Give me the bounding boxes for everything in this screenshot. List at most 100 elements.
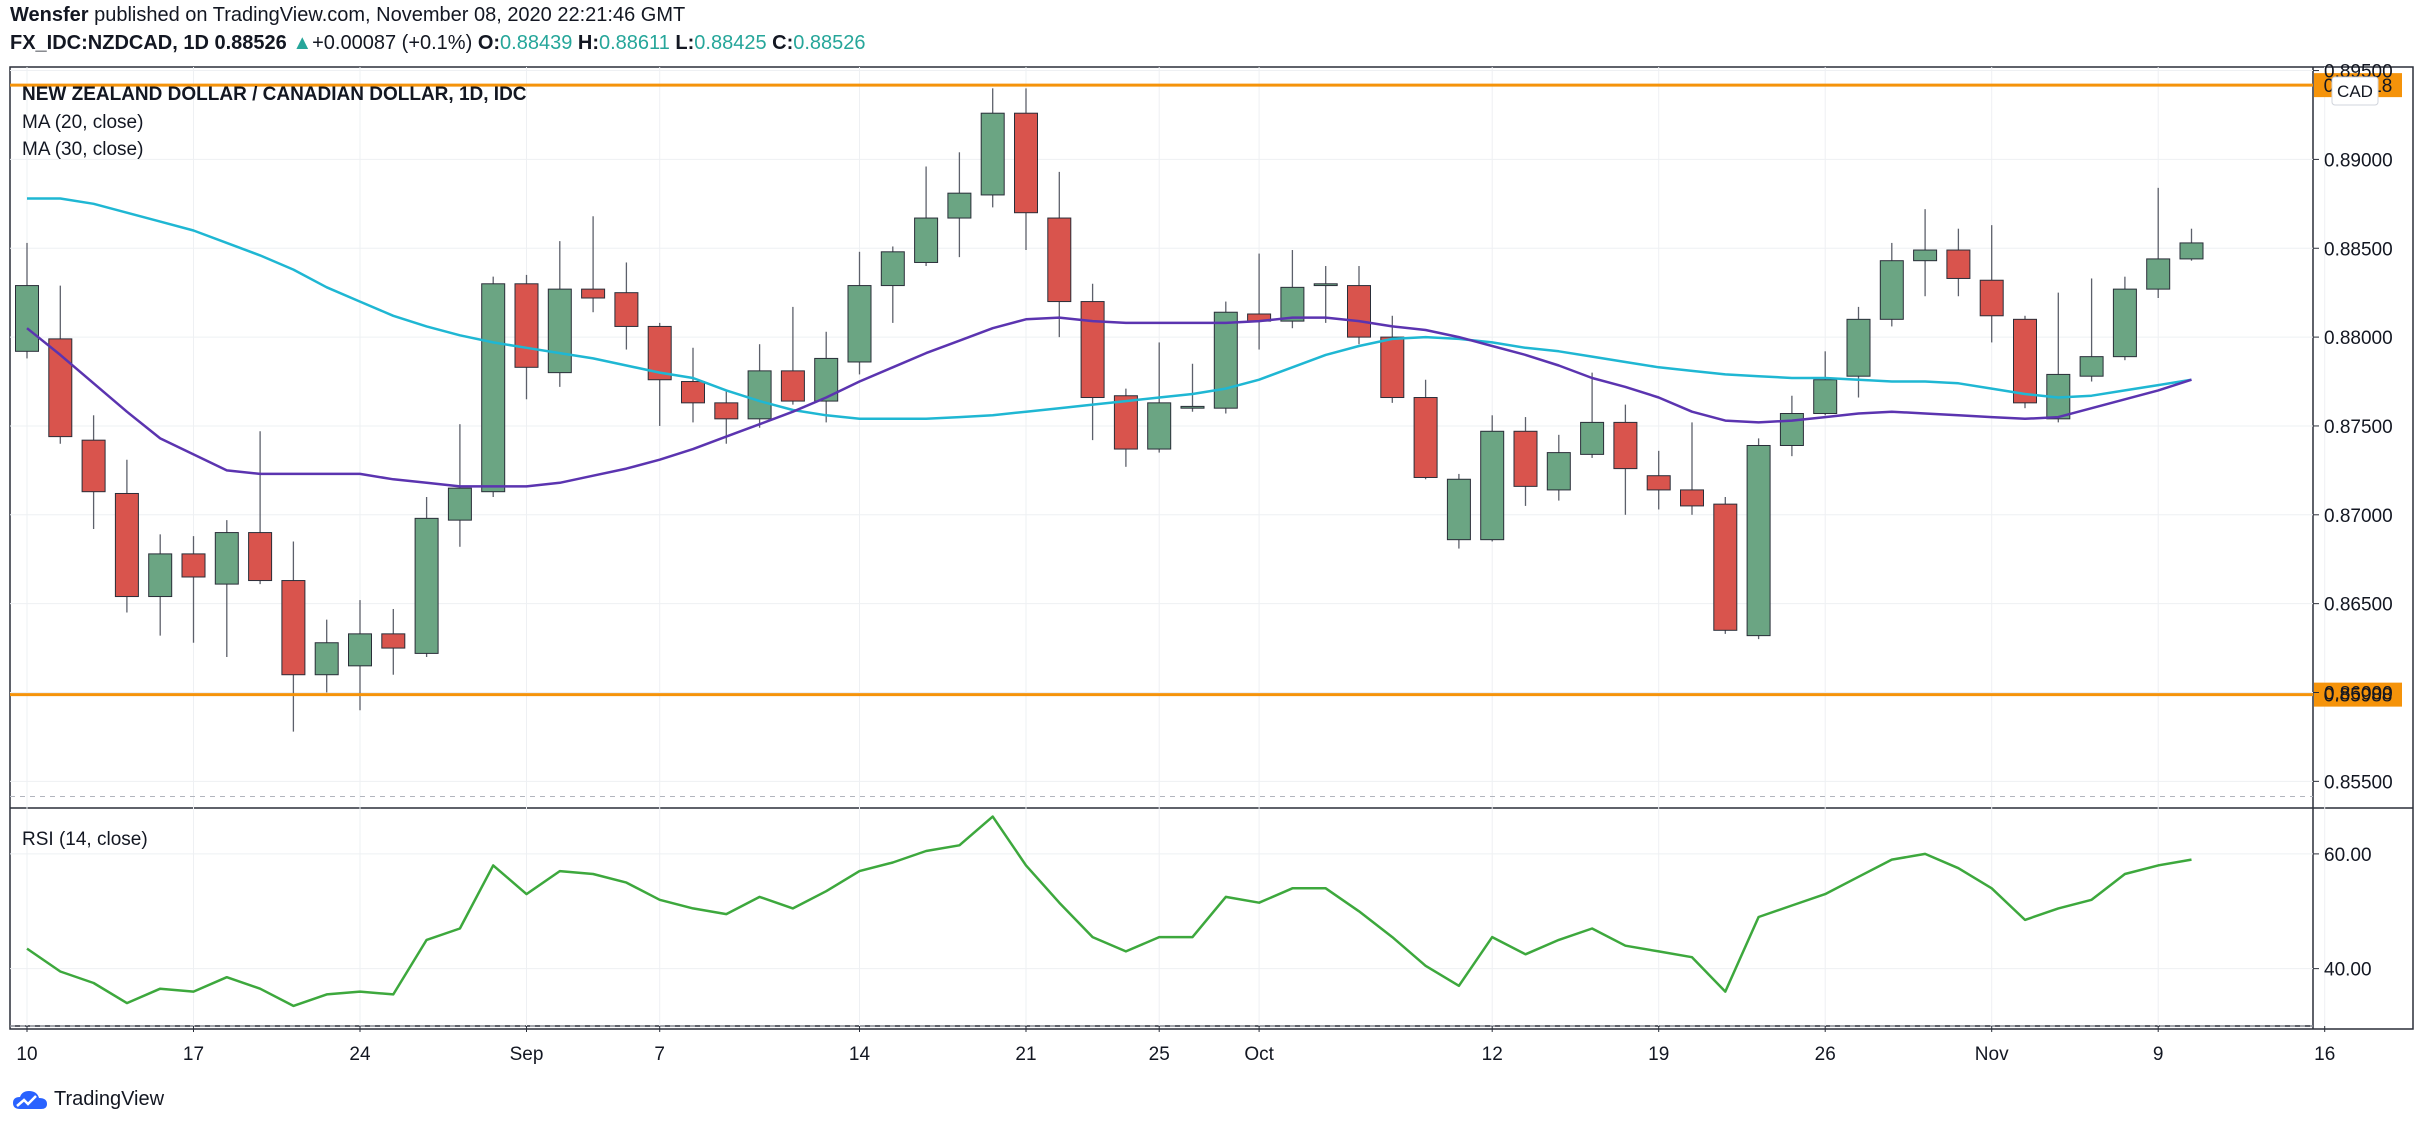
time-tick-label[interactable]: 24 bbox=[349, 1044, 371, 1065]
candle-up[interactable] bbox=[1813, 379, 1838, 415]
candle-up[interactable] bbox=[814, 357, 839, 402]
candle-down[interactable] bbox=[2013, 318, 2037, 404]
candle-up[interactable] bbox=[15, 285, 39, 352]
horizontal-levels[interactable]: 0.894180.85988 bbox=[10, 73, 2402, 707]
candle-up[interactable] bbox=[747, 370, 772, 420]
rsi-tick-label[interactable]: 40.00 bbox=[2324, 960, 2372, 981]
candle-up[interactable] bbox=[414, 517, 439, 654]
candle-down[interactable] bbox=[1680, 489, 1704, 507]
candle-up[interactable] bbox=[947, 192, 972, 219]
time-axis[interactable]: 10 17 24 Sep 7 14 21 25 Oct 12 19 26 Nov 9 16 bbox=[16, 1026, 2335, 1065]
time-tick-label[interactable]: Sep bbox=[510, 1044, 544, 1065]
candle-up[interactable] bbox=[481, 283, 506, 493]
time-tick-label[interactable]: 9 bbox=[2153, 1044, 2164, 1065]
candle-down[interactable] bbox=[1347, 285, 1371, 338]
candle-down[interactable] bbox=[181, 553, 206, 578]
time-tick-label[interactable]: 10 bbox=[16, 1044, 37, 1065]
candle-down[interactable] bbox=[1713, 503, 1738, 631]
candle-down[interactable] bbox=[381, 633, 406, 649]
candle-down[interactable] bbox=[248, 532, 273, 582]
candle-down[interactable] bbox=[1047, 217, 1072, 303]
candle-up[interactable] bbox=[547, 288, 572, 374]
candle-down[interactable] bbox=[48, 338, 73, 438]
candle-down[interactable] bbox=[281, 580, 306, 676]
price-tick-label[interactable]: 0.87500 bbox=[2324, 417, 2393, 438]
currency-badge[interactable] bbox=[2331, 76, 2379, 106]
candle-up[interactable] bbox=[2112, 288, 2137, 358]
candle-up[interactable] bbox=[214, 532, 239, 585]
candle-down[interactable] bbox=[1613, 421, 1638, 470]
candle-down[interactable] bbox=[1380, 336, 1405, 399]
candle-down[interactable] bbox=[714, 402, 739, 420]
time-tick-label[interactable]: 21 bbox=[1015, 1044, 1036, 1065]
candle-down[interactable] bbox=[681, 381, 705, 404]
candle-up[interactable] bbox=[1879, 260, 1904, 320]
candle-up[interactable] bbox=[148, 553, 173, 598]
time-tick-label[interactable]: Oct bbox=[1244, 1044, 1274, 1065]
candle-up[interactable] bbox=[2146, 258, 2171, 290]
candle-up[interactable] bbox=[2179, 242, 2204, 260]
candle-down[interactable] bbox=[1646, 475, 1671, 491]
candle-up[interactable] bbox=[1746, 444, 1771, 637]
time-tick-label[interactable]: 25 bbox=[1149, 1044, 1170, 1065]
price-tick-label[interactable]: 0.87000 bbox=[2324, 506, 2393, 527]
candle-up[interactable] bbox=[1546, 452, 1571, 491]
price-tick-label[interactable]: 0.88500 bbox=[2324, 239, 2393, 260]
time-tick-label[interactable]: Nov bbox=[1975, 1044, 2009, 1065]
candle-down[interactable] bbox=[114, 492, 139, 598]
price-axis[interactable]: 0.85500 0.86000 0.86500 0.87000 0.87500 0.880… bbox=[2313, 62, 2393, 981]
candle-up[interactable] bbox=[1446, 478, 1471, 541]
rsi-tick-label[interactable]: 60.00 bbox=[2324, 845, 2372, 866]
candle-down[interactable] bbox=[81, 439, 106, 493]
candles[interactable] bbox=[15, 88, 2204, 732]
candle-up[interactable] bbox=[1913, 249, 1938, 262]
candle-up[interactable] bbox=[1213, 311, 1238, 409]
candle-down[interactable] bbox=[1946, 249, 1971, 279]
candle-up[interactable] bbox=[1280, 286, 1305, 322]
price-tick-label[interactable]: 0.89000 bbox=[2324, 150, 2393, 171]
candle-down[interactable] bbox=[614, 292, 639, 327]
time-tick-label[interactable]: 19 bbox=[1648, 1044, 1669, 1065]
candle-down[interactable] bbox=[1513, 430, 1538, 487]
time-tick-label[interactable]: 14 bbox=[849, 1044, 871, 1065]
time-tick-label[interactable]: 17 bbox=[183, 1044, 204, 1065]
candle-up[interactable] bbox=[847, 285, 872, 363]
price-tick-label[interactable]: 0.88000 bbox=[2324, 328, 2393, 349]
ma30-legend[interactable]: MA (30, close) bbox=[22, 139, 143, 160]
candle-up[interactable] bbox=[914, 217, 939, 263]
candle-up[interactable] bbox=[1480, 430, 1505, 541]
candle-down[interactable] bbox=[1979, 279, 2004, 317]
candle-up[interactable] bbox=[1180, 405, 1205, 409]
price-tick-label[interactable]: 0.85500 bbox=[2324, 772, 2393, 793]
time-tick-label[interactable]: 26 bbox=[1815, 1044, 1836, 1065]
candle-down[interactable] bbox=[780, 370, 805, 402]
candle-down[interactable] bbox=[514, 283, 539, 368]
candle-down[interactable] bbox=[1014, 112, 1038, 214]
footer-brand[interactable]: TradingView bbox=[12, 1088, 164, 1111]
time-tick-label[interactable]: 16 bbox=[2314, 1044, 2335, 1065]
candle-up[interactable] bbox=[1580, 421, 1605, 455]
time-tick-label[interactable]: 12 bbox=[1482, 1044, 1503, 1065]
candle-up[interactable] bbox=[1313, 283, 1338, 287]
candle-down[interactable] bbox=[1080, 301, 1105, 399]
rsi-legend[interactable]: RSI (14, close) bbox=[22, 829, 148, 850]
candle-up[interactable] bbox=[314, 642, 339, 676]
price-tick-label[interactable]: 0.86000 bbox=[2324, 683, 2393, 704]
candle-down[interactable] bbox=[1413, 397, 1438, 478]
candle-down[interactable] bbox=[647, 325, 672, 381]
candle-up[interactable] bbox=[1147, 402, 1172, 450]
candle-up[interactable] bbox=[2079, 356, 2104, 377]
time-tick-label[interactable]: 7 bbox=[654, 1044, 665, 1065]
candle-up[interactable] bbox=[980, 112, 1005, 196]
ma20-legend[interactable]: MA (20, close) bbox=[22, 112, 143, 133]
candle-up[interactable] bbox=[1846, 318, 1871, 377]
candle-down[interactable] bbox=[581, 288, 606, 299]
price-tick-label[interactable]: 0.86500 bbox=[2324, 595, 2393, 616]
author-name[interactable]: Wensfer bbox=[10, 4, 89, 26]
candle-up[interactable] bbox=[447, 487, 472, 521]
candle-down[interactable] bbox=[1113, 395, 1138, 450]
candle-up[interactable] bbox=[348, 633, 372, 667]
candle-up[interactable] bbox=[1779, 413, 1804, 446]
candle-up[interactable] bbox=[880, 251, 905, 287]
